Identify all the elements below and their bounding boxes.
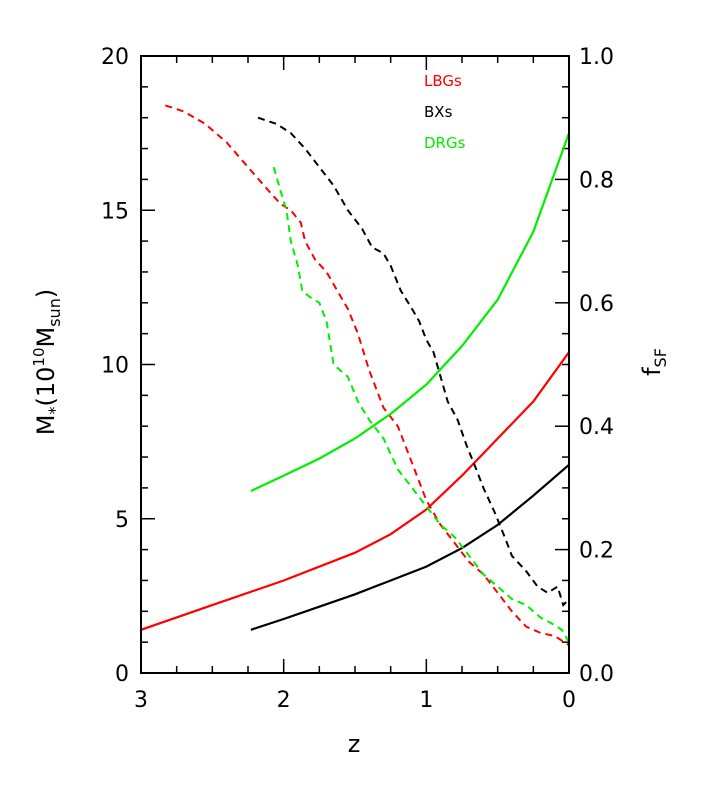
y-left-tick-label: 20 bbox=[101, 45, 129, 70]
y-left-title-exp: 10 bbox=[30, 348, 48, 367]
y-left-title-msun: M bbox=[32, 327, 60, 348]
axis-ticks bbox=[140, 55, 570, 674]
bxs-fsf-dashed-line bbox=[257, 116, 570, 608]
y-right-tick-label: 0.4 bbox=[579, 415, 614, 440]
y-left-tick-label: 10 bbox=[101, 354, 129, 379]
x-axis-title: z bbox=[348, 730, 361, 758]
y-right-title-f: f bbox=[638, 367, 666, 376]
drgs-stellar-mass-line bbox=[250, 132, 571, 492]
x-tick-label: 3 bbox=[134, 688, 148, 713]
x-tick-label: 0 bbox=[562, 688, 576, 713]
plot-frame bbox=[140, 55, 570, 674]
lbgs-stellar-mass-line bbox=[140, 351, 570, 631]
y-axis-left-title: M*(1010Msun) bbox=[30, 289, 64, 435]
plot-series bbox=[140, 104, 571, 647]
y-left-title-m: M bbox=[32, 415, 60, 436]
legend-label-drgs: DRGs bbox=[424, 134, 466, 152]
bxs-stellar-mass-line bbox=[250, 463, 570, 631]
legend-label-bxs: BXs bbox=[424, 103, 453, 121]
y-left-title-star: * bbox=[45, 407, 64, 415]
y-left-tick-label: 0 bbox=[115, 662, 129, 687]
legend-label-lbgs: LBGs bbox=[424, 72, 462, 90]
y-right-tick-label: 0.6 bbox=[579, 292, 614, 317]
drgs-fsf-dashed-line bbox=[272, 166, 570, 643]
y-right-tick-label: 1.0 bbox=[579, 45, 614, 70]
y-right-tick-label: 0.2 bbox=[579, 539, 614, 564]
y-right-tick-label: 0.8 bbox=[579, 168, 614, 193]
y-left-title-open: (10 bbox=[32, 367, 60, 407]
y-right-tick-label: 0.0 bbox=[579, 662, 614, 687]
y-right-title-sub: SF bbox=[651, 348, 670, 367]
y-left-tick-label: 5 bbox=[115, 508, 129, 533]
legend: LBGs BXs DRGs bbox=[424, 72, 466, 152]
y-left-tick-label: 15 bbox=[101, 199, 129, 224]
x-tick-label: 1 bbox=[419, 688, 433, 713]
lbgs-fsf-dashed-line bbox=[164, 104, 570, 647]
x-tick-label: 2 bbox=[277, 688, 291, 713]
y-left-title-close: ) bbox=[32, 289, 60, 298]
y-left-title-sub: sun bbox=[45, 298, 64, 327]
y-axis-right-title: fSF bbox=[638, 348, 670, 376]
